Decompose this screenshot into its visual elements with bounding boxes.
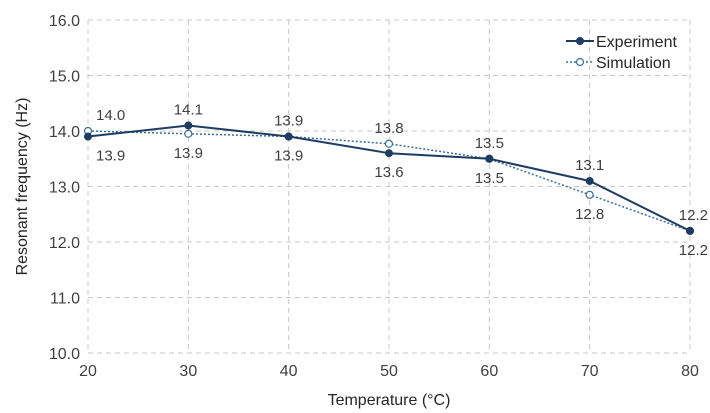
legend-marker-experiment — [576, 37, 584, 45]
legend-item-experiment: Experiment — [566, 34, 677, 51]
simulation-point — [184, 129, 193, 138]
y-tick-label: 13.0 — [49, 180, 80, 197]
legend-marker-simulation — [575, 57, 585, 67]
experiment-point — [184, 121, 193, 130]
x-tick-label: 50 — [380, 363, 398, 380]
x-tick-label: 70 — [581, 363, 599, 380]
simulation-point — [585, 190, 594, 199]
x-tick-label: 40 — [280, 363, 298, 380]
experiment-data-label: 13.5 — [475, 135, 504, 152]
simulation-data-label: 13.5 — [475, 170, 504, 187]
experiment-point — [686, 226, 694, 235]
experiment-data-label: 13.1 — [575, 157, 604, 174]
simulation-point — [384, 139, 394, 148]
x-tick-label: 60 — [480, 363, 498, 380]
simulation-data-label: 13.8 — [374, 120, 403, 137]
grid — [87, 19, 691, 354]
simulation-data-label: 14.0 — [96, 107, 125, 124]
experiment-data-label: 12.2 — [679, 207, 708, 224]
x-tick-label: 30 — [179, 363, 197, 380]
axes: 10.0 11.0 12.0 13.0 14.0 15.0 16.0 20 30 40 50 60 7… — [14, 13, 699, 409]
y-axis-ticks: 10.0 11.0 12.0 13.0 14.0 15.0 16.0 — [49, 13, 80, 363]
experiment-data-label: 13.6 — [374, 164, 403, 181]
data-labels: 13.9 14.0 14.1 13.9 13.9 13.9 13.6 13.8 13.5 13.5… — [96, 101, 708, 258]
simulation-data-label: 12.8 — [575, 206, 604, 223]
legend: Experiment Simulation — [566, 34, 677, 72]
simulation-data-label: 13.9 — [274, 148, 303, 165]
experiment-point — [385, 149, 393, 158]
y-tick-label: 15.0 — [49, 69, 80, 86]
series — [83, 121, 695, 235]
experiment-point — [284, 132, 293, 141]
experiment-data-label: 14.1 — [174, 101, 203, 118]
simulation-data-label: 13.9 — [174, 145, 203, 162]
x-tick-label: 20 — [79, 363, 97, 380]
x-axis-ticks: 20 30 40 50 60 70 80 — [79, 363, 699, 380]
simulation-data-label: 12.2 — [679, 242, 708, 259]
y-tick-label: 11.0 — [50, 291, 80, 308]
experiment-point — [84, 132, 92, 141]
experiment-point — [585, 176, 594, 185]
experiment-data-label: 13.9 — [274, 113, 303, 130]
legend-label-experiment: Experiment — [596, 34, 677, 51]
legend-label-simulation: Simulation — [596, 55, 671, 72]
y-tick-label: 10.0 — [49, 346, 80, 363]
x-axis-title: Temperature (°C) — [328, 392, 451, 409]
y-axis-title: Resonant frequency (Hz) — [14, 98, 31, 276]
y-tick-label: 12.0 — [49, 235, 80, 252]
legend-item-simulation: Simulation — [566, 55, 671, 72]
experiment-data-label: 13.9 — [96, 148, 125, 165]
y-tick-label: 16.0 — [49, 13, 80, 30]
x-tick-label: 80 — [681, 363, 699, 380]
experiment-point — [485, 154, 494, 163]
y-tick-label: 14.0 — [49, 124, 80, 141]
